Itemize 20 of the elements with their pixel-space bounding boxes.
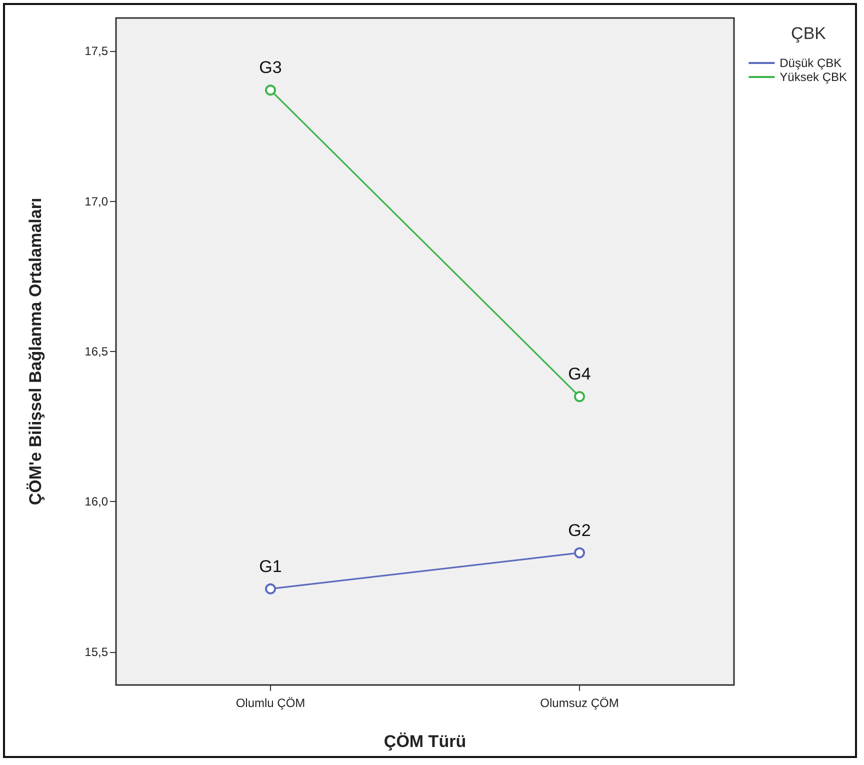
legend-label: Düşük ÇBK xyxy=(780,56,842,70)
y-tick-label: 16,5 xyxy=(84,344,108,358)
point xyxy=(574,547,585,558)
y-tick-label: 17,5 xyxy=(84,44,108,58)
legend-title: ÇBK xyxy=(791,24,827,43)
annotation: G4 xyxy=(568,364,591,384)
y-tick-label: 17,0 xyxy=(84,194,108,208)
x-tick-label: Olumlu ÇÖM xyxy=(236,696,306,710)
y-tick-label: 15,5 xyxy=(84,644,108,659)
y-tick-label: 16,0 xyxy=(84,494,108,509)
annotation: G2 xyxy=(568,520,591,540)
x-axis-title: ÇÖM Türü xyxy=(384,732,466,751)
annotation: G1 xyxy=(259,556,282,576)
legend-label: Yüksek ÇBK xyxy=(780,70,847,84)
point xyxy=(265,583,276,594)
point xyxy=(574,391,585,402)
y-axis-title: ÇÖM'e Bilişsel Bağlanma Ortalamaları xyxy=(26,198,45,506)
point xyxy=(265,84,276,96)
x-tick-label: Olumsuz ÇÖM xyxy=(540,696,619,710)
annotation: G3 xyxy=(259,58,282,78)
